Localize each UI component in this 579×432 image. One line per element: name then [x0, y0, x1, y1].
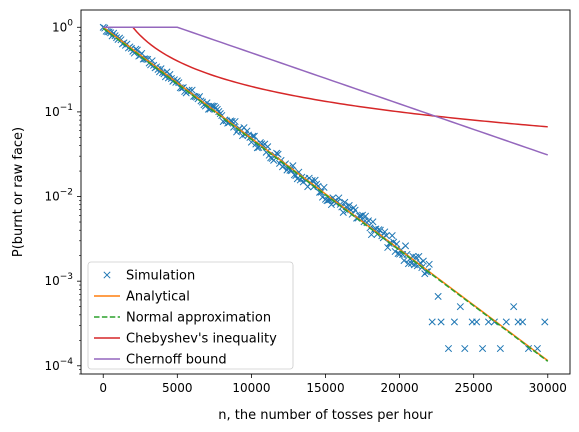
x-tick-label: 5000	[162, 381, 193, 395]
legend: Simulation Analytical Normal approximation…	[87, 261, 294, 370]
simulation-point	[381, 228, 389, 236]
simulation-point	[400, 256, 408, 265]
simulation-point	[404, 260, 413, 268]
chebyshev-s-inequality-series	[132, 26, 548, 128]
simulation-point	[479, 344, 487, 353]
simulation-point	[388, 232, 396, 240]
simulation-point	[450, 318, 458, 326]
y-axis: 10−4 10−3 10−2 10−1 100	[44, 18, 81, 375]
x-tick-label: 10000	[232, 381, 270, 395]
simulation-point	[138, 49, 146, 57]
simulation-point	[335, 194, 343, 202]
legend-frame	[87, 261, 294, 370]
legend-marker	[103, 271, 111, 279]
x-axis-label: n, the number of tosses per hour	[218, 408, 433, 423]
y-axis-label: P(burnt or raw face)	[11, 127, 26, 257]
simulation-point	[434, 292, 442, 300]
simulation-point	[231, 117, 239, 126]
simulation-point	[364, 217, 373, 225]
simulation-point	[425, 260, 433, 268]
simulation-point	[502, 318, 510, 326]
simulation-point	[207, 102, 215, 110]
chernoff-bound-series-line	[103, 26, 549, 156]
legend-item-chernoff-bound: Chernoff bound	[94, 353, 227, 368]
legend-item-analytical: Analytical	[94, 290, 190, 305]
y-tick-label: 10−1	[44, 103, 73, 119]
x-axis: 0 5000 10000 15000 20000 25000 30000	[99, 374, 567, 395]
x-tick-label: 30000	[529, 381, 567, 395]
simulation-point	[311, 176, 319, 184]
simulation-point	[295, 168, 303, 176]
simulation-point	[351, 206, 359, 214]
simulation-point	[519, 318, 527, 326]
y-tick-label: 100	[52, 18, 73, 34]
legend-label: Simulation	[126, 269, 195, 284]
simulation-point	[437, 318, 445, 326]
chebyshev-s-inequality-series-line	[132, 26, 548, 128]
normal-approximation-series-line	[102, 27, 549, 362]
simulation-point	[461, 344, 469, 353]
simulation-point	[367, 231, 375, 239]
series-layer	[99, 23, 549, 362]
y-tick-label: 10−2	[44, 188, 73, 204]
simulation-point	[510, 303, 518, 311]
y-tick-label: 10−3	[44, 272, 73, 288]
simulation-point	[376, 226, 384, 234]
legend-label: Analytical	[126, 290, 190, 305]
legend-item-simulation: Simulation	[103, 269, 195, 284]
plot-area	[80, 9, 571, 375]
y-tick-label: 10−4	[44, 357, 73, 373]
simulation-point	[422, 268, 430, 276]
simulation-point	[341, 198, 349, 206]
simulation-point	[473, 318, 481, 326]
x-tick-label: 20000	[380, 381, 418, 395]
simulation-point	[345, 201, 353, 210]
simulation-point	[484, 318, 493, 326]
x-tick-label: 15000	[306, 381, 344, 395]
simulation-point	[369, 218, 377, 226]
simulation-point	[361, 212, 370, 220]
simulation-point	[157, 65, 165, 73]
simulation-point	[524, 344, 533, 353]
simulation-point	[384, 243, 392, 252]
x-tick-label: 0	[99, 381, 107, 395]
x-tick-label: 25000	[455, 381, 493, 395]
chernoff-bound-series	[103, 26, 549, 156]
legend-label: Chernoff bound	[126, 353, 227, 368]
legend-item-normal-approximation: Normal approximation	[94, 311, 271, 326]
normal-approximation-series	[102, 27, 549, 362]
simulation-point	[428, 318, 436, 326]
simulation-point	[541, 318, 549, 326]
legend-label: Normal approximation	[126, 311, 271, 326]
simulation-point	[419, 257, 427, 265]
simulation-point	[320, 183, 328, 191]
simulation-point	[444, 344, 453, 353]
simulation-point	[496, 344, 504, 353]
legend-item-chebyshev-s-inequality: Chebyshev's inequality	[94, 332, 277, 347]
legend-label: Chebyshev's inequality	[126, 332, 277, 347]
simulation-point	[401, 242, 410, 250]
simulation-point	[456, 303, 464, 311]
